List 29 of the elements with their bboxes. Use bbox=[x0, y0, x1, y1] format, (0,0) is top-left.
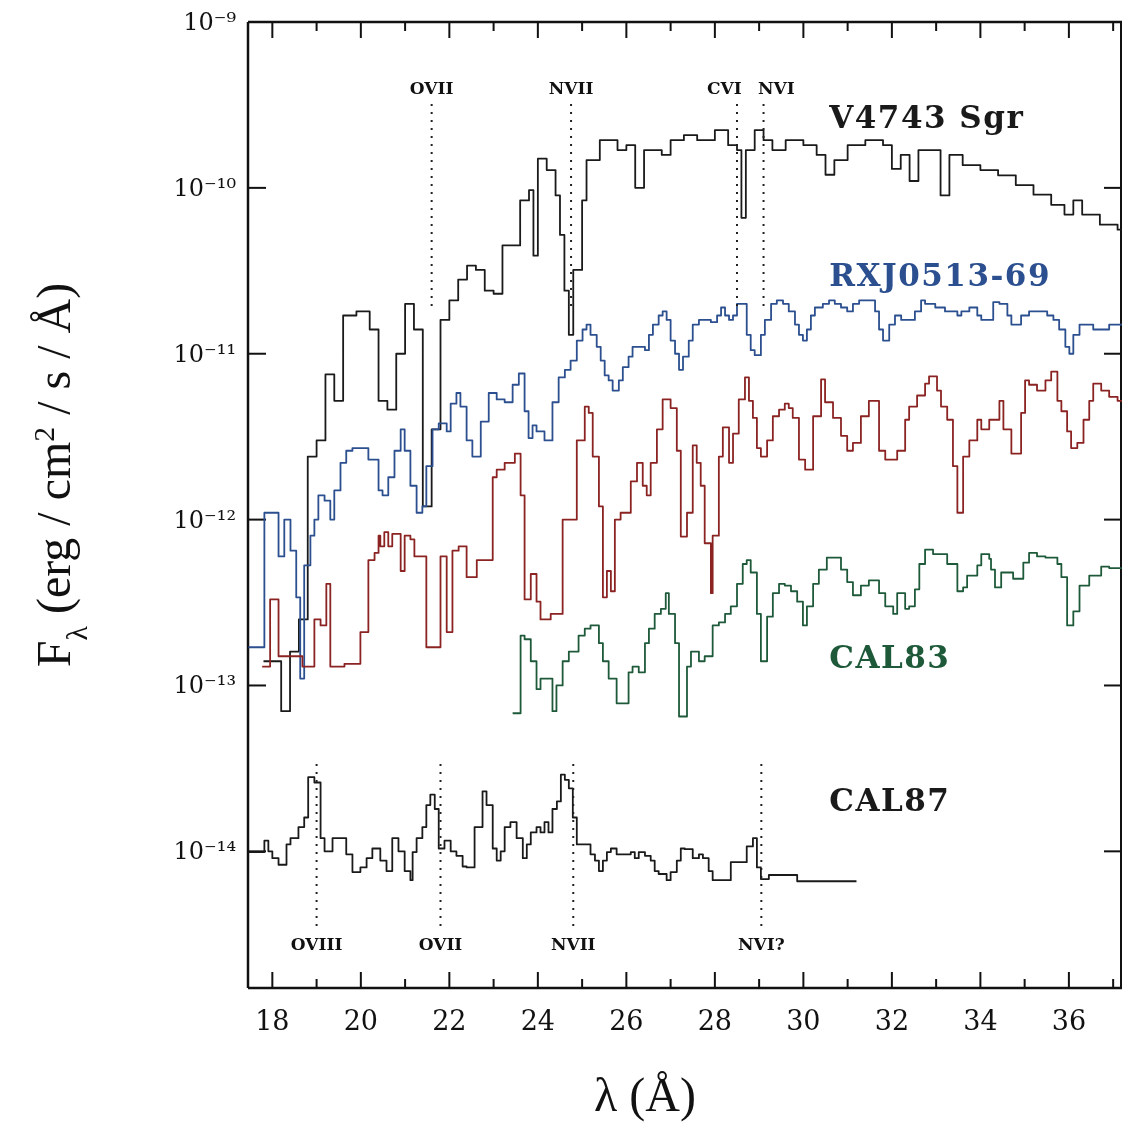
x-tick-label: 26 bbox=[609, 1005, 644, 1036]
x-tick-label: 20 bbox=[343, 1005, 379, 1036]
x-axis-title: λ (Å) bbox=[594, 1068, 696, 1122]
series-label: RXJ0513-69 bbox=[829, 257, 1051, 294]
text: CAL87 bbox=[829, 781, 951, 818]
series-label: V4743 Sgr bbox=[828, 98, 1025, 135]
y-tick-label: 10⁻¹¹ bbox=[173, 339, 236, 368]
ref-line-label: NVII bbox=[548, 78, 594, 98]
y-tick-label: 10⁻¹⁴ bbox=[173, 837, 236, 866]
x-tick-label: 32 bbox=[874, 1005, 910, 1036]
ref-line-label: OVII bbox=[409, 78, 454, 98]
x-tick-label: 22 bbox=[432, 1005, 467, 1036]
x-tick-label: 28 bbox=[697, 1005, 733, 1036]
y-tick-label: 10⁻¹³ bbox=[173, 671, 236, 700]
ref-line-label: OVII bbox=[418, 934, 463, 954]
x-tick-label: 34 bbox=[963, 1005, 998, 1036]
ref-line-label: CVI bbox=[706, 78, 742, 98]
ref-line-label: NVII bbox=[550, 934, 596, 954]
ref-line-label: OVIII bbox=[290, 934, 343, 954]
series-label: CAL83 bbox=[829, 638, 951, 675]
y-tick-label: 10⁻¹² bbox=[173, 505, 236, 534]
x-tick-label: 24 bbox=[520, 1005, 556, 1036]
x-tick-label: 30 bbox=[786, 1005, 821, 1036]
ref-line-label: NVI? bbox=[738, 934, 785, 954]
x-tick-label: 18 bbox=[255, 1005, 290, 1036]
y-tick-label: 10⁻¹⁰ bbox=[173, 173, 236, 202]
y-tick-label: 10⁻⁹ bbox=[183, 8, 237, 36]
x-tick-label: 36 bbox=[1051, 1005, 1087, 1036]
ref-line-label: NVI bbox=[757, 78, 795, 98]
